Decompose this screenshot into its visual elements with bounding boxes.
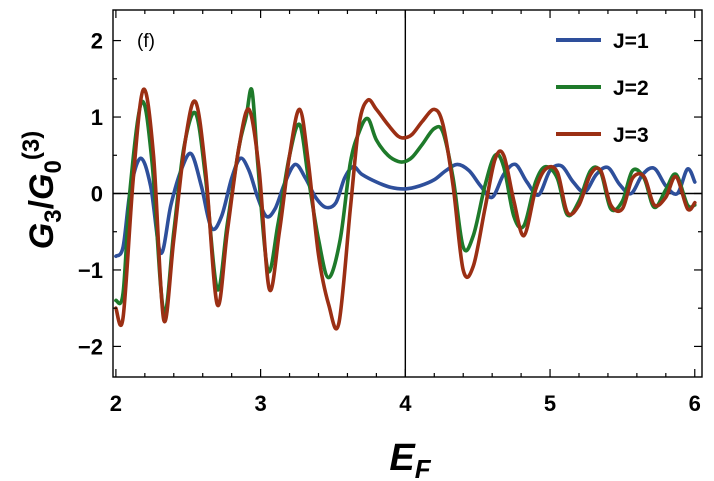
y-label-den-sup: (3) <box>18 131 45 160</box>
legend-label-j1: J=1 <box>613 30 649 53</box>
y-label-den-sub: 0 <box>40 160 67 173</box>
y-tick-label: −1 <box>78 258 103 283</box>
reference-lines <box>113 10 702 377</box>
x-tick-label: 2 <box>110 391 122 416</box>
y-tick-label: 0 <box>91 182 103 207</box>
x-axis-label-sub: F <box>415 454 432 481</box>
y-tick-label: −2 <box>78 334 103 359</box>
y-label-den: G <box>23 173 61 199</box>
ticks-group: 2 3 4 5 6 −2 −1 0 1 2 <box>78 10 702 416</box>
x-axis-label-main: E <box>389 437 416 479</box>
y-label-num-sub: 3 <box>40 209 67 222</box>
y-label-slash: / <box>23 199 61 209</box>
x-tick-label: 5 <box>544 391 556 416</box>
y-label-num: G <box>23 223 61 249</box>
series-line-j3 <box>114 87 697 331</box>
y-axis-label: G3/G0(3) <box>18 131 67 249</box>
x-tick-label: 3 <box>254 391 266 416</box>
legend-label-j2: J=2 <box>613 77 649 100</box>
series-group <box>114 87 697 331</box>
legend: J=1 J=2 J=3 <box>556 30 649 147</box>
series-line-j1 <box>114 151 697 258</box>
panel-label: (f) <box>137 31 155 52</box>
x-axis-label: EF <box>389 437 431 481</box>
y-tick-label: 2 <box>91 29 103 54</box>
x-tick-label: 4 <box>399 391 412 416</box>
legend-label-j3: J=3 <box>613 124 649 147</box>
y-tick-label: 1 <box>91 105 103 130</box>
x-tick-label: 6 <box>689 391 701 416</box>
